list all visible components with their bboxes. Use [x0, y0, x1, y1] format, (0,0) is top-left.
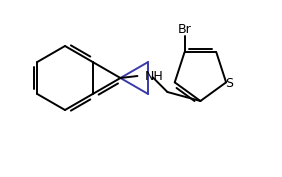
Text: S: S: [225, 77, 233, 90]
Text: NH: NH: [144, 70, 163, 82]
Text: Br: Br: [178, 23, 191, 36]
